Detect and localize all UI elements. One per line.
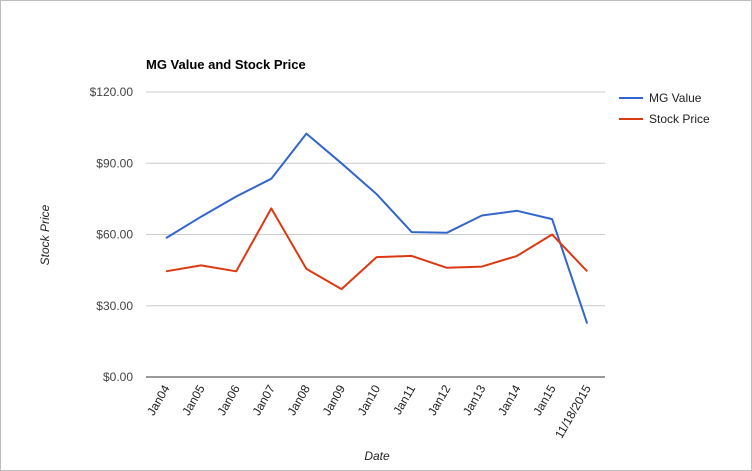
series-line-stock-price	[165, 207, 588, 291]
x-axis-ticks: Jan04 Jan05 Jan06 Jan07 Jan08 Jan09 Jan10 Jan11…	[144, 382, 594, 441]
series-line-mg-value	[165, 132, 589, 324]
y-tick-label: $90.00	[96, 156, 133, 170]
legend-label-mg-value: MG Value	[649, 91, 702, 105]
x-tick-label: Jan10	[355, 382, 384, 418]
y-tick-label: $120.00	[90, 85, 134, 99]
gridlines	[146, 91, 605, 307]
x-axis-label: Date	[364, 449, 390, 463]
x-tick-label: Jan07	[249, 382, 278, 418]
y-axis-ticks: $0.00 $30.00 $60.00 $90.00 $120.00	[90, 85, 134, 384]
x-tick-label: Jan05	[179, 382, 208, 418]
x-tick-label: Jan12	[425, 382, 454, 418]
y-axis-label: Stock Price	[38, 204, 52, 265]
x-tick-label: Jan11	[390, 382, 418, 417]
x-tick-label: Jan04	[144, 382, 173, 418]
x-tick-label: Jan15	[530, 382, 559, 418]
x-tick-label: Jan14	[495, 382, 524, 418]
legend-label-stock-price: Stock Price	[649, 112, 710, 126]
series-lines	[165, 132, 589, 324]
x-tick-label: Jan09	[320, 382, 349, 418]
legend: MG Value Stock Price	[619, 91, 710, 126]
x-tick-label: Jan06	[214, 382, 243, 418]
x-tick-label: Jan08	[285, 382, 314, 418]
chart-title: MG Value and Stock Price	[146, 57, 306, 72]
x-tick-label: 11/18/2015	[552, 382, 594, 441]
y-tick-label: $0.00	[103, 370, 133, 384]
y-tick-label: $60.00	[96, 228, 133, 242]
x-tick-label: Jan13	[460, 382, 489, 418]
y-tick-label: $30.00	[96, 299, 133, 313]
